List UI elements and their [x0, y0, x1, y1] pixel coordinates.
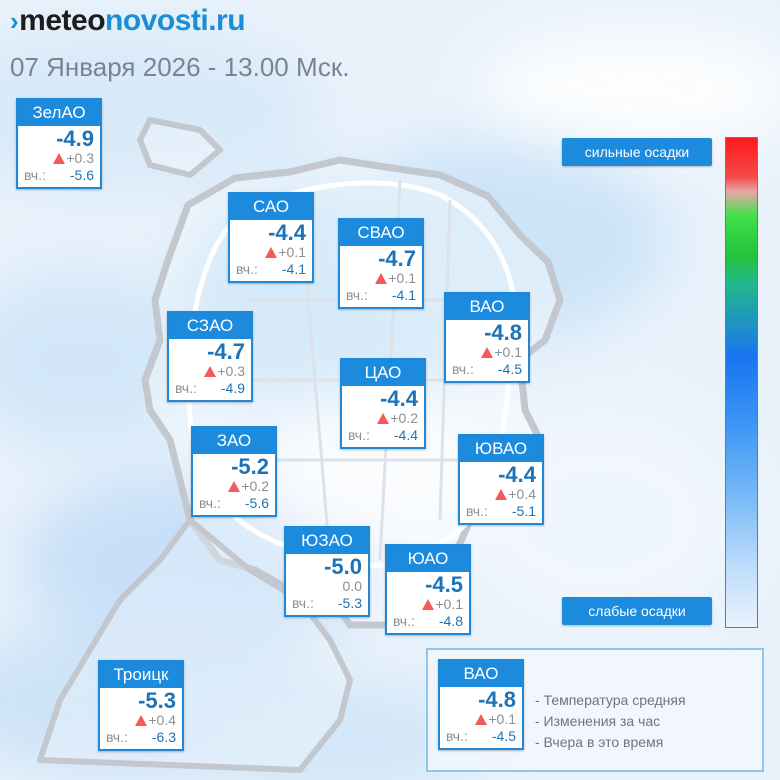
temperature-yesterday: вч.: -5.6 [199, 495, 269, 511]
temperature-average: -5.0 [324, 554, 362, 579]
temperature-average: -4.4 [498, 462, 536, 487]
district-name: СВАО [340, 220, 422, 246]
up-triangle-icon [495, 489, 508, 500]
legend-line-change: - Изменения за час [535, 713, 661, 729]
district-name: ЮАО [387, 546, 469, 572]
temperature-change: +0.1 [387, 596, 469, 613]
district-card-zelao: ЗелАО -4.9 +0.3 вч.: -5.6 [16, 98, 102, 189]
temperature-average: -4.5 [425, 572, 463, 597]
district-name: САО [230, 194, 312, 220]
up-triangle-icon [204, 366, 217, 377]
temperature-average: -4.8 [478, 687, 516, 712]
district-name: Троицк [100, 662, 182, 688]
temperature-yesterday: вч.: -4.5 [452, 361, 522, 377]
temperature-yesterday: вч.: -5.3 [292, 595, 362, 611]
temperature-change: +0.1 [230, 244, 312, 261]
temperature-yesterday: вч.: -4.9 [175, 380, 245, 396]
district-name: ВАО [440, 661, 522, 687]
logo-chevron-icon: › [10, 6, 19, 36]
district-card-yuvao: ЮВАО -4.4 +0.4 вч.: -5.1 [458, 434, 544, 525]
up-triangle-icon [422, 599, 435, 610]
site-logo[interactable]: ›meteonovosti.ru [10, 4, 246, 38]
district-card-vao: ВАО -4.8 +0.1 вч.: -4.5 [444, 292, 530, 383]
logo-text-dark: meteo [19, 4, 106, 37]
temperature-change: +0.2 [193, 478, 275, 495]
up-triangle-icon [481, 347, 494, 358]
district-card-svao: СВАО -4.7 +0.1 вч.: -4.1 [338, 218, 424, 309]
district-card-troitsk: Троицк -5.3 +0.4 вч.: -6.3 [98, 660, 184, 751]
temperature-yesterday: вч.: -6.3 [106, 729, 176, 745]
district-card-yuao: ЮАО -4.5 +0.1 вч.: -4.8 [385, 544, 471, 635]
legend-line-yesterday: - Вчера в это время [535, 734, 664, 750]
district-name: СЗАО [169, 313, 251, 339]
temperature-yesterday: вч.: -4.4 [348, 427, 418, 443]
temperature-yesterday: вч.: -5.6 [24, 167, 94, 183]
temperature-change: +0.1 [340, 270, 422, 287]
temperature-yesterday: вч.: -4.1 [236, 261, 306, 277]
district-card-zao: ЗАО -5.2 +0.2 вч.: -5.6 [191, 426, 277, 517]
district-name: ЦАО [342, 360, 424, 386]
up-triangle-icon [265, 247, 278, 258]
temperature-yesterday: вч.: -4.5 [446, 728, 516, 744]
temperature-average: -4.8 [484, 320, 522, 345]
temperature-change: +0.3 [169, 363, 251, 380]
temperature-average: -4.9 [56, 126, 94, 151]
up-triangle-icon [135, 715, 148, 726]
up-triangle-icon [475, 714, 488, 725]
district-name: ЗАО [193, 428, 275, 454]
precip-light-label: слабые осадки [562, 597, 712, 625]
district-name: ЮВАО [460, 436, 542, 462]
temperature-average: -4.4 [268, 220, 306, 245]
district-card-sao: САО -4.4 +0.1 вч.: -4.1 [228, 192, 314, 283]
legend-line-average: - Температура средняя [535, 692, 686, 708]
up-triangle-icon [377, 413, 390, 424]
up-triangle-icon [228, 481, 241, 492]
legend-sample-card: ВАО -4.8 +0.1 вч.: -4.5 [438, 659, 524, 750]
up-triangle-icon [53, 153, 66, 164]
temperature-change: +0.4 [460, 486, 542, 503]
temperature-change: 0.0 [342, 578, 362, 594]
report-datetime: 07 Января 2026 - 13.00 Мск. [10, 52, 350, 82]
district-name: ЮЗАО [286, 528, 368, 554]
temperature-average: -5.2 [231, 454, 269, 479]
temperature-yesterday: вч.: -5.1 [466, 503, 536, 519]
temperature-yesterday: вч.: -4.8 [393, 613, 463, 629]
temperature-change: +0.3 [18, 150, 100, 167]
temperature-average: -4.4 [380, 386, 418, 411]
logo-text-blue: novosti.ru [105, 4, 246, 37]
district-name: ЗелАО [18, 100, 100, 126]
temperature-average: -4.7 [378, 246, 416, 271]
district-card-yuzao: ЮЗАО -5.0 0.0 вч.: -5.3 [284, 526, 370, 617]
temperature-yesterday: вч.: -4.1 [346, 287, 416, 303]
precipitation-color-scale [725, 137, 758, 628]
legend-descriptions: - Температура средняя - Изменения за час… [535, 690, 686, 753]
temperature-change: +0.4 [100, 712, 182, 729]
temperature-average: -5.3 [138, 688, 176, 713]
up-triangle-icon [375, 273, 388, 284]
temperature-average: -4.7 [207, 339, 245, 364]
temperature-change: +0.2 [342, 410, 424, 427]
temperature-change: +0.1 [440, 711, 522, 728]
district-name: ВАО [446, 294, 528, 320]
temperature-change: +0.1 [446, 344, 528, 361]
district-card-tsao: ЦАО -4.4 +0.2 вч.: -4.4 [340, 358, 426, 449]
district-card-szao: СЗАО -4.7 +0.3 вч.: -4.9 [167, 311, 253, 402]
precip-heavy-label: сильные осадки [562, 138, 712, 166]
